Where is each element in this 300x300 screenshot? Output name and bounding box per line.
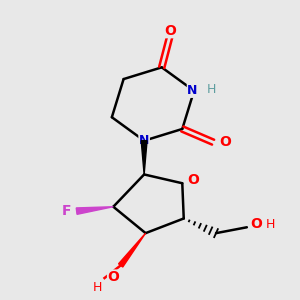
Text: O: O: [250, 217, 262, 231]
Text: N: N: [188, 84, 198, 97]
Text: F: F: [62, 204, 71, 218]
Polygon shape: [118, 233, 146, 267]
Text: N: N: [139, 134, 149, 147]
Text: O: O: [107, 270, 119, 284]
Text: O: O: [188, 173, 200, 187]
Text: O: O: [219, 135, 231, 149]
Text: H: H: [266, 218, 275, 231]
Polygon shape: [76, 207, 113, 214]
Text: H: H: [206, 83, 216, 96]
Text: H: H: [93, 281, 102, 294]
Polygon shape: [141, 141, 147, 174]
Text: O: O: [165, 24, 176, 38]
